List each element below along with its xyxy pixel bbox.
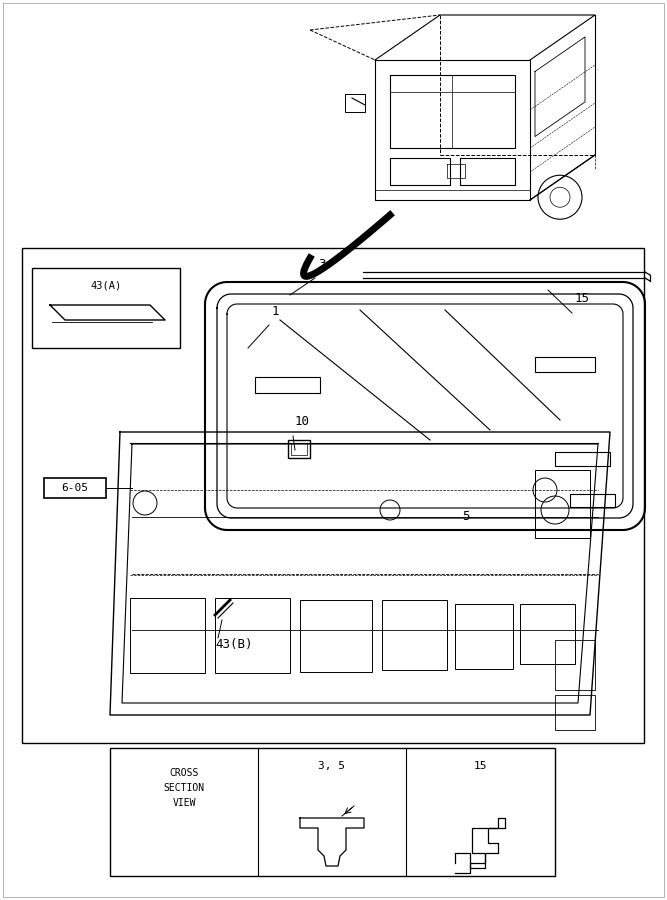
Bar [255,377,320,393]
Bar [455,604,513,669]
Bar [300,600,372,672]
Bar [215,598,290,673]
Text: 6-05: 6-05 [61,483,89,493]
Text: CROSS
SECTION
VIEW: CROSS SECTION VIEW [163,769,205,808]
Bar [555,452,610,466]
Bar [535,357,595,372]
Text: 15: 15 [474,761,487,771]
Bar [520,604,575,664]
Bar [382,600,447,670]
Bar [555,695,595,730]
Bar [535,470,590,538]
Text: 3, 5: 3, 5 [319,761,346,771]
Bar [291,443,307,455]
Bar [555,640,595,690]
Text: 3: 3 [318,258,325,271]
Text: 43(B): 43(B) [215,638,253,651]
Bar [110,748,555,876]
Bar [288,440,310,458]
Bar [22,248,644,743]
Text: 15: 15 [575,292,590,305]
Text: 5: 5 [462,510,470,523]
Text: 1: 1 [272,305,279,318]
Bar [570,494,615,507]
Bar [32,268,180,348]
Bar [44,478,106,498]
Text: 10: 10 [295,415,310,428]
Bar [130,598,205,673]
Text: 43(A): 43(A) [90,281,121,291]
